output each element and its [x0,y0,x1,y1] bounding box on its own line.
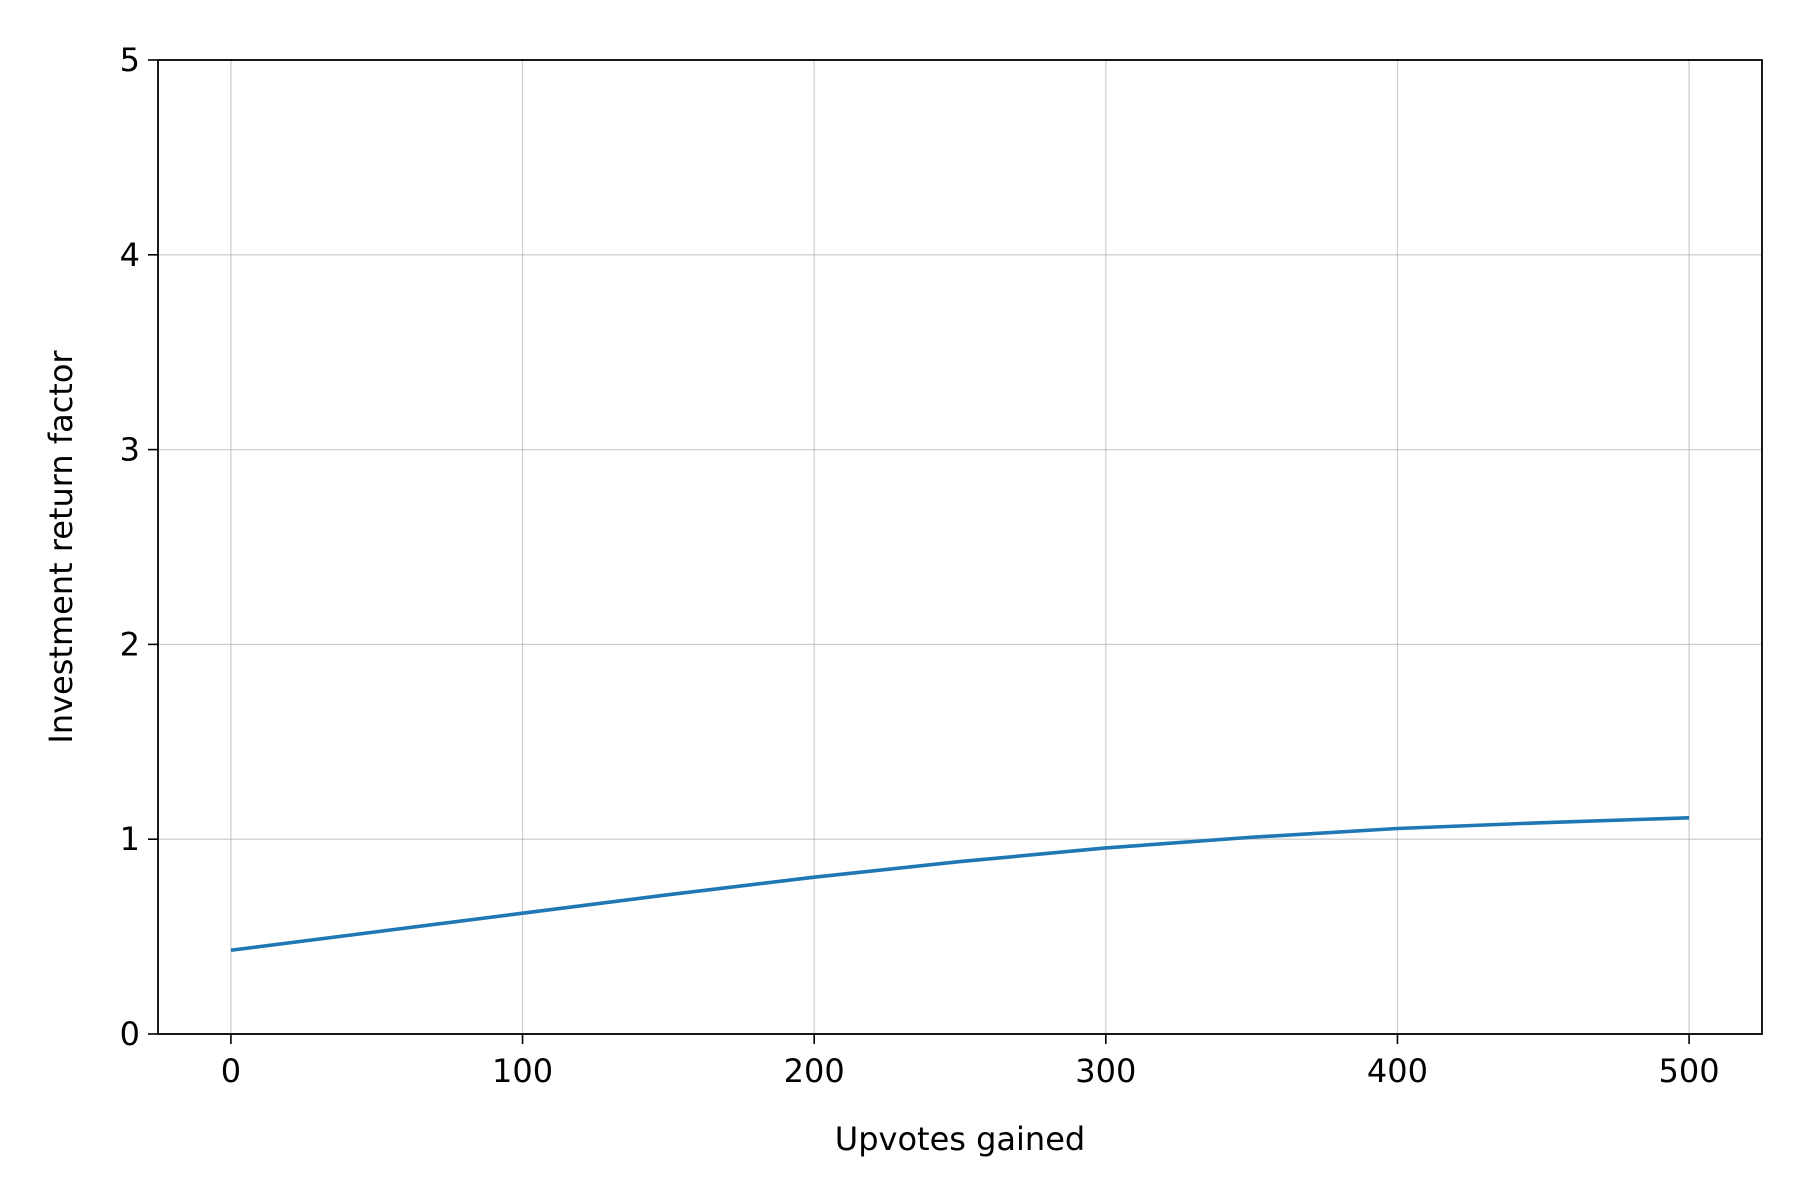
y-axis-label: Investment return factor [42,350,80,744]
x-tick-label-300: 300 [1075,1052,1136,1090]
series-line-0 [230,815,1690,953]
series-layer [230,815,1690,953]
x-tick-label-100: 100 [492,1052,553,1090]
y-tick-label-4: 4 [120,236,140,274]
x-tick-label-400: 400 [1367,1052,1428,1090]
y-axis-ticks: 0 1 2 3 4 5 [120,41,158,1053]
y-tick-label-2: 2 [120,625,140,663]
x-tick-label-500: 500 [1659,1052,1720,1090]
x-tick-label-200: 200 [784,1052,845,1090]
y-tick-label-0: 0 [120,1015,140,1053]
y-tick-label-5: 5 [120,41,140,79]
x-axis-label: Upvotes gained [835,1120,1085,1158]
x-axis-ticks: 0 100 200 300 400 500 [221,1034,1720,1090]
x-gridlines [230,60,1690,1034]
x-tick-label-0: 0 [221,1052,241,1090]
y-tick-label-1: 1 [120,820,140,858]
plot-frame [157,59,1763,1035]
y-tick-label-3: 3 [120,431,140,469]
